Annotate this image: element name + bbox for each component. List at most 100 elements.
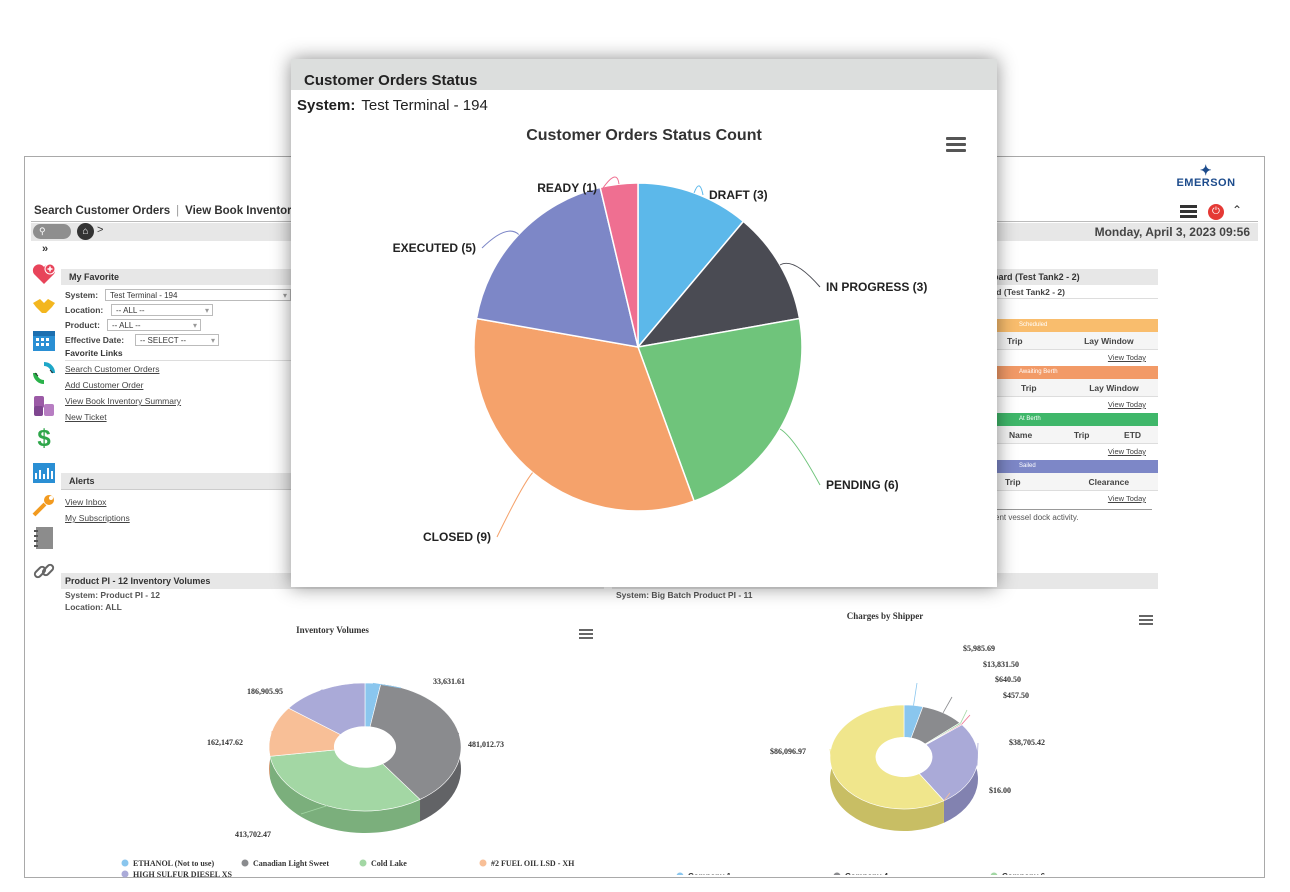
handshake-icon[interactable] <box>31 294 57 320</box>
favorite-location-row: Location: -- ALL -- <box>65 302 293 317</box>
berth-view-today-link[interactable]: View Today <box>1107 447 1146 456</box>
fav-link-view-book-inventory[interactable]: View Book Inventory Summary <box>65 396 182 406</box>
link-icon[interactable] <box>31 558 57 584</box>
inv-legend-item[interactable]: HIGH SULFUR DIESEL XS <box>121 870 233 879</box>
fav-link-new-ticket[interactable]: New Ticket <box>65 412 107 422</box>
inv-connector-cold-lake <box>300 805 328 815</box>
charges-chart-menu-icon[interactable] <box>1139 615 1153 627</box>
inventory-system: System: Product PI - 12 <box>65 590 160 600</box>
inv-legend-label: Cold Lake <box>371 859 407 868</box>
inv-legend-dot <box>479 859 487 867</box>
favorite-panel-title: My Favorite <box>61 269 293 285</box>
collapse-chevron-icon[interactable]: ⌃ <box>1232 203 1243 217</box>
modal-title: Customer Orders Status <box>291 59 997 90</box>
inv-label-canadian-light-sweet: 481,012.73 <box>468 740 504 749</box>
fav-link-add-customer-order[interactable]: Add Customer Order <box>65 380 144 390</box>
effective-date-select[interactable]: -- SELECT -- <box>135 333 219 346</box>
alerts-link-subscriptions[interactable]: My Subscriptions <box>65 513 130 523</box>
inventory-donut-chart: 33,631.61 481,012.73 413,702.47 162,147.62 1… <box>121 677 576 879</box>
pie-slice-pending[interactable] <box>636 317 803 503</box>
chg-label-company-4: $13,831.50 <box>983 660 1019 669</box>
pie-slice-in-progress[interactable] <box>636 220 801 349</box>
nav-search-customer-orders[interactable]: Search Customer Orders <box>34 205 171 217</box>
modal-system-label: System: <box>297 97 356 114</box>
refresh-icon[interactable] <box>31 360 57 386</box>
inventory-chart-menu-icon[interactable] <box>579 629 593 641</box>
inventory-panel: Product PI - 12 Inventory Volumes System… <box>61 573 604 879</box>
notebook-icon[interactable] <box>31 525 57 551</box>
inv-label-high-sulfur-diesel-xs: 186,905.95 <box>247 687 283 696</box>
awaiting-view-today-link[interactable]: View Today <box>1107 400 1146 409</box>
chg-legend-item[interactable]: Company 6 <box>990 872 1046 875</box>
band-scheduled: Scheduled <box>985 319 1158 332</box>
band-awaiting-berth: Awaiting Berth <box>985 366 1158 379</box>
favorite-date-row: Effective Date: -- SELECT -- <box>65 332 293 347</box>
pie-connector-closed <box>496 472 533 538</box>
chg-legend-label: Company 6 <box>1002 872 1046 875</box>
chart-icon[interactable] <box>31 459 57 485</box>
pie-slice-closed[interactable] <box>473 317 696 512</box>
product-select[interactable]: -- ALL -- <box>107 318 201 331</box>
home-icon[interactable]: ⌂ <box>77 223 94 240</box>
col-trip: Trip <box>1021 382 1037 393</box>
chg-label-company-2: $16.00 <box>989 786 1011 795</box>
inv-legend-dot <box>121 870 129 878</box>
pie-slice-draft[interactable] <box>637 182 745 350</box>
chg-label-company-7: $457.50 <box>1003 691 1029 700</box>
favorite-system-row: System: Test Terminal - 194 <box>65 287 293 302</box>
dollar-icon[interactable]: $ <box>37 425 51 452</box>
alerts-link-inbox[interactable]: View Inbox <box>65 497 107 507</box>
charges-chart-title: Charges by Shipper <box>846 611 924 621</box>
product-label: Product: <box>65 319 100 330</box>
favorite-panel: My Favorite System: Test Terminal - 194 … <box>61 269 293 465</box>
pie-chart-menu-icon[interactable] <box>946 137 966 155</box>
inv-legend-item[interactable]: ETHANOL (Not to use) <box>121 859 215 868</box>
chg-legend-dot <box>676 872 684 875</box>
dock-activity-panel: oard (Test Tank2 - 2) rd (Test Tank2 - 2… <box>985 269 1158 567</box>
current-date: Monday, April 3, 2023 09:56 <box>1094 225 1250 239</box>
inv-connector-high-sulfur-diesel-xs <box>310 689 323 698</box>
heart-plus-icon[interactable] <box>31 261 57 287</box>
inv-label-ethanol-not-to-use: 33,631.61 <box>433 677 465 686</box>
pie-label-ready: READY (1) <box>537 181 597 195</box>
inv-connector-ethanol-not-to-use <box>372 682 402 689</box>
inventory-chart-title: Inventory Volumes <box>296 625 369 635</box>
sailed-table-header: Trip Clearance <box>985 473 1158 491</box>
chg-connector-company-3 <box>829 748 834 772</box>
effective-date-label: Effective Date: <box>65 334 125 345</box>
inv-legend-item[interactable]: Canadian Light Sweet <box>241 859 330 868</box>
sidebar-expand-icon[interactable]: » <box>41 243 49 255</box>
inv-connector-2-fuel-oil-lsd-xh <box>270 730 273 742</box>
modal-system: System: Test Terminal - 194 <box>297 97 488 114</box>
chg-legend-item[interactable]: Company 4 <box>833 872 889 875</box>
col-etd: ETD <box>1124 429 1142 440</box>
pie-slice-executed[interactable] <box>475 186 639 348</box>
status-pie-chart: DRAFT (3) IN PROGRESS (3) PENDING (6) CLOSE… <box>393 176 927 544</box>
inv-legend-item[interactable]: #2 FUEL OIL LSD - XH <box>479 859 576 868</box>
sailed-view-today-link[interactable]: View Today <box>1107 494 1146 503</box>
inv-slice-high-sulfur-diesel-xs[interactable] <box>288 682 366 735</box>
location-select[interactable]: -- ALL -- <box>111 303 213 316</box>
chg-connector-company-5 <box>976 742 979 766</box>
search-pill[interactable]: ⚲ <box>33 224 71 239</box>
barrels-icon[interactable] <box>31 393 57 419</box>
calendar-icon[interactable] <box>31 327 57 353</box>
dock-panel-title: oard (Test Tank2 - 2) <box>985 269 1158 285</box>
inv-legend-item[interactable]: Cold Lake <box>359 859 408 868</box>
col-trip: Trip <box>1073 429 1090 440</box>
inv-legend-label: #2 FUEL OIL LSD - XH <box>491 859 575 868</box>
power-icon[interactable]: ⏻ <box>1208 204 1224 220</box>
wrench-icon[interactable] <box>31 492 57 518</box>
sidebar: » $ <box>31 243 59 591</box>
menu-icon[interactable] <box>1180 205 1197 219</box>
scheduled-view-today-link[interactable]: View Today <box>1107 353 1146 362</box>
fav-link-search-customer-orders[interactable]: Search Customer Orders <box>65 364 160 374</box>
col-lay-window: Lay Window <box>1089 382 1139 393</box>
chg-label-company-5: $38,705.42 <box>1009 738 1045 747</box>
nav-view-book-inventory[interactable]: View Book Inventory Su <box>185 205 316 217</box>
charges-panel: System: Big Batch Product PI - 11 Charge… <box>612 573 1158 875</box>
chg-legend-item[interactable]: Company 1 <box>676 872 732 875</box>
system-select[interactable]: Test Terminal - 194 <box>105 288 291 301</box>
col-clearance: Clearance <box>1088 476 1130 487</box>
chg-connector-company-4 <box>942 696 953 714</box>
